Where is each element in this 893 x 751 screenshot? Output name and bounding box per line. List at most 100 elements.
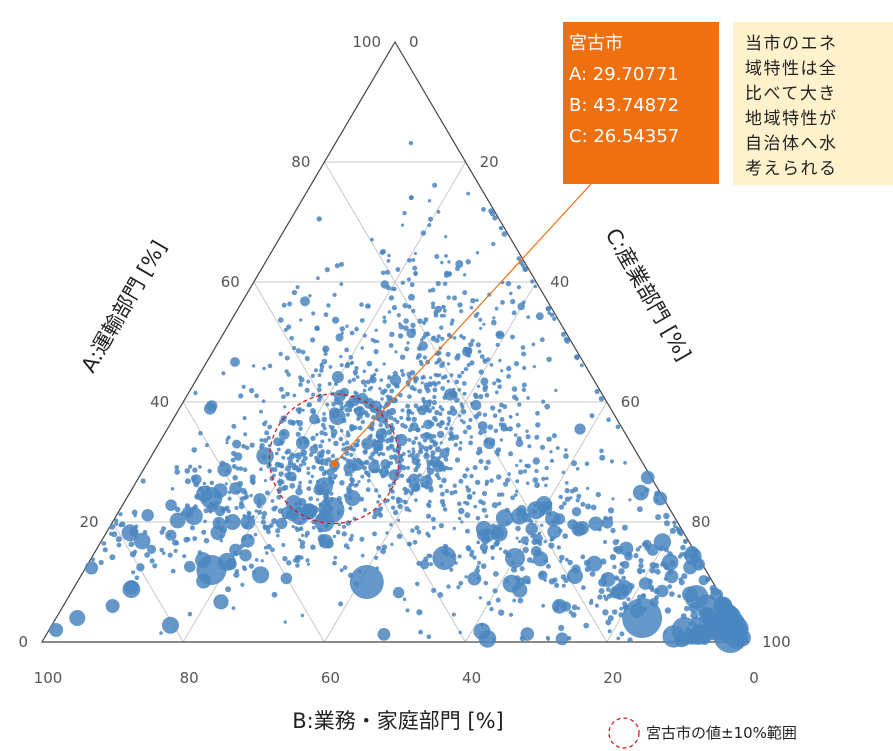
data-point <box>363 384 367 388</box>
data-point <box>576 606 581 611</box>
data-point <box>322 412 326 416</box>
data-point <box>316 276 320 281</box>
data-point <box>599 448 604 454</box>
data-point <box>465 528 470 534</box>
data-point <box>554 388 558 393</box>
data-point <box>443 457 449 462</box>
data-point <box>376 500 380 504</box>
data-point <box>328 479 335 485</box>
data-point <box>436 476 441 481</box>
data-point <box>638 563 644 569</box>
data-point <box>698 575 709 586</box>
data-point <box>118 512 123 517</box>
data-point <box>638 570 642 575</box>
data-point <box>392 448 397 453</box>
data-point <box>341 531 347 537</box>
data-point <box>423 453 430 460</box>
data-point <box>344 347 349 353</box>
data-point <box>430 287 436 293</box>
data-point <box>402 210 407 216</box>
data-point <box>589 413 595 419</box>
data-point <box>453 434 460 441</box>
data-point <box>563 336 570 342</box>
data-point <box>432 335 436 339</box>
data-point <box>304 387 310 393</box>
data-point <box>498 422 503 427</box>
data-point <box>520 536 530 545</box>
data-point <box>607 629 612 634</box>
data-point <box>462 473 468 479</box>
data-point <box>386 465 391 469</box>
data-point <box>411 440 416 445</box>
data-point <box>446 422 451 427</box>
data-point <box>537 531 542 535</box>
data-point <box>436 210 441 214</box>
data-point <box>422 438 428 443</box>
data-point <box>478 394 484 400</box>
data-point <box>482 384 489 390</box>
data-point <box>347 400 352 405</box>
data-point <box>541 399 546 404</box>
data-point <box>563 577 569 584</box>
data-point <box>637 506 643 513</box>
data-point <box>413 379 418 384</box>
data-point <box>296 420 303 427</box>
data-point <box>190 474 198 482</box>
data-point <box>84 561 99 575</box>
data-point <box>526 315 531 319</box>
data-point <box>436 380 441 385</box>
data-point <box>407 375 412 380</box>
data-point <box>457 302 463 308</box>
data-point <box>159 547 164 553</box>
data-point <box>571 507 582 517</box>
data-point <box>649 587 655 592</box>
data-point <box>140 478 146 484</box>
data-point <box>452 336 457 340</box>
data-point <box>335 529 341 535</box>
data-point <box>431 587 437 594</box>
data-point <box>306 486 312 491</box>
data-point <box>377 494 382 499</box>
data-point <box>418 341 429 351</box>
data-point <box>540 523 544 527</box>
data-point <box>469 473 474 479</box>
data-point <box>301 408 305 412</box>
data-point <box>241 443 246 449</box>
tick-label-a: 20 <box>80 513 99 531</box>
data-point <box>422 432 428 437</box>
data-point <box>263 479 268 483</box>
data-point <box>481 507 487 513</box>
data-point <box>259 438 264 443</box>
data-point <box>174 465 180 470</box>
data-point <box>518 540 522 544</box>
data-point <box>534 538 541 545</box>
data-point <box>314 512 335 532</box>
data-point <box>673 524 677 528</box>
data-point <box>415 581 420 587</box>
callout-leader-line <box>333 183 592 465</box>
data-point <box>419 338 424 342</box>
data-point <box>446 362 451 366</box>
data-point <box>610 527 616 534</box>
data-point <box>576 493 582 499</box>
data-point <box>462 391 467 396</box>
data-point <box>430 516 436 522</box>
data-point <box>389 454 394 460</box>
data-point <box>438 523 444 529</box>
data-point <box>339 354 343 359</box>
data-point <box>436 422 441 427</box>
data-point <box>480 622 484 627</box>
data-point <box>299 555 304 560</box>
data-point <box>231 606 236 610</box>
data-point <box>377 628 391 641</box>
data-point <box>306 379 311 384</box>
data-point <box>470 298 476 304</box>
data-point <box>322 345 330 353</box>
data-point <box>418 444 425 450</box>
data-point <box>242 566 248 572</box>
data-point <box>347 379 352 384</box>
data-point <box>242 467 248 473</box>
data-point <box>365 379 371 385</box>
data-point <box>257 509 263 515</box>
data-point <box>337 523 341 527</box>
